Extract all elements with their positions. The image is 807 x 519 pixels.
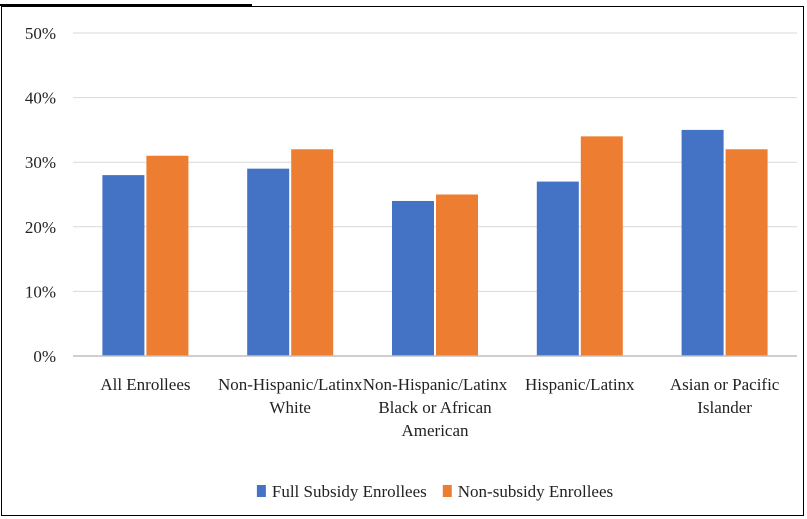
y-tick-label: 30% xyxy=(25,153,56,172)
y-tick-label: 0% xyxy=(33,347,56,366)
x-category-label: All Enrollees xyxy=(100,375,190,394)
bar-full-subsidy xyxy=(536,181,579,356)
y-tick-label: 40% xyxy=(25,89,56,108)
y-tick-label: 10% xyxy=(25,282,56,301)
bar-full-subsidy xyxy=(102,175,145,356)
bar-non-subsidy xyxy=(291,149,334,356)
bar-non-subsidy xyxy=(725,149,768,356)
y-tick-label: 50% xyxy=(25,24,56,43)
legend-label: Non-subsidy Enrollees xyxy=(458,482,613,501)
legend: Full Subsidy Enrollees Non-subsidy Enroll… xyxy=(256,482,613,501)
x-category-label: Hispanic/Latinx xyxy=(525,375,635,394)
bar-non-subsidy xyxy=(580,136,623,356)
y-axis-ticks: 0% 10% 20% 30% 40% 50% xyxy=(25,24,56,366)
bar-full-subsidy xyxy=(681,129,724,356)
bar-full-subsidy xyxy=(392,200,434,356)
x-category-label: Asian or Pacific Islander xyxy=(670,375,780,417)
legend-label: Full Subsidy Enrollees xyxy=(272,482,427,501)
y-tick-label: 20% xyxy=(25,218,56,237)
bar-non-subsidy xyxy=(146,155,189,356)
gridlines xyxy=(73,32,797,292)
category-labels: All Enrollees Non-Hispanic/Latinx WhiteNon… xyxy=(100,375,779,440)
bar-non-subsidy xyxy=(436,194,478,356)
top-border-line xyxy=(0,4,252,6)
x-category-label: Non-Hispanic/Latinx Black or African Ameri… xyxy=(363,375,508,440)
legend-swatch xyxy=(256,485,266,497)
bar-full-subsidy xyxy=(247,168,290,356)
x-category-label: Non-Hispanic/Latinx White xyxy=(218,375,363,417)
legend-swatch xyxy=(442,485,452,497)
bars xyxy=(102,129,768,356)
